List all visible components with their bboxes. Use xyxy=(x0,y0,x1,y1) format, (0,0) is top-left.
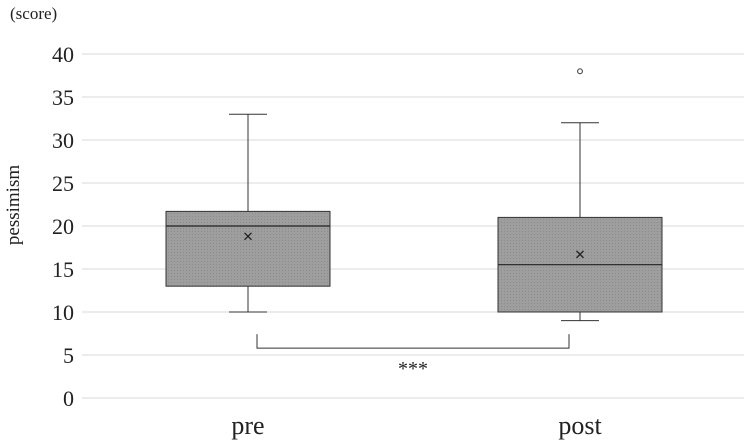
boxes xyxy=(165,68,663,322)
y-tick-label-0: 0 xyxy=(63,386,74,411)
y-tick-label-35: 35 xyxy=(52,85,74,110)
box-iqr xyxy=(165,210,331,287)
y-tick-label-40: 40 xyxy=(52,42,74,67)
y-axis: 0 5 10 15 20 25 30 35 40 xyxy=(52,42,74,411)
y-tick-label-30: 30 xyxy=(52,128,74,153)
mean-marker xyxy=(244,232,252,241)
bracket-line xyxy=(256,334,570,349)
y-unit-label: (score) xyxy=(10,4,57,23)
x-axis: pre post xyxy=(231,411,602,440)
y-tick-label-20: 20 xyxy=(52,214,74,239)
significance-label: *** xyxy=(398,358,428,380)
y-tick-label-5: 5 xyxy=(63,343,74,368)
mean-marker xyxy=(576,250,584,259)
significance-bracket: *** xyxy=(256,334,570,380)
y-axis-title: pessimism xyxy=(3,165,24,245)
y-tick-label-15: 15 xyxy=(52,257,74,282)
box-pre xyxy=(165,113,331,313)
outlier-point xyxy=(576,68,583,75)
x-tick-label-post: post xyxy=(558,411,602,440)
y-tick-label-10: 10 xyxy=(52,300,74,325)
box-post xyxy=(497,68,663,322)
x-tick-label-pre: pre xyxy=(231,411,264,440)
y-tick-label-25: 25 xyxy=(52,171,74,196)
